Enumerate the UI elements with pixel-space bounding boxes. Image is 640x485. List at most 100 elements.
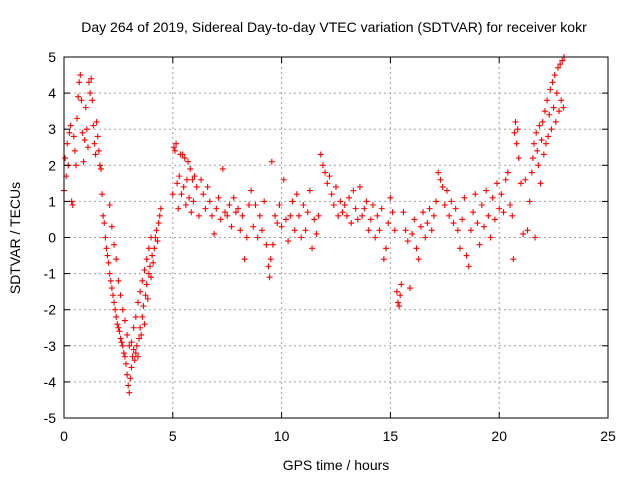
data-point: [219, 165, 226, 172]
data-point: [520, 230, 527, 237]
data-point: [548, 126, 555, 133]
data-point: [417, 223, 424, 230]
data-point: [552, 118, 559, 125]
data-point: [280, 176, 287, 183]
data-point: [132, 350, 139, 357]
data-point: [512, 118, 519, 125]
data-point: [514, 126, 521, 133]
data-point: [208, 212, 215, 219]
data-point: [106, 202, 113, 209]
data-point: [500, 209, 507, 216]
data-point: [127, 375, 134, 382]
data-point: [496, 205, 503, 212]
y-tick-label: 3: [48, 121, 56, 137]
data-point: [232, 209, 239, 216]
data-point: [365, 227, 372, 234]
data-point: [285, 238, 292, 245]
data-point: [430, 212, 437, 219]
data-point: [348, 220, 355, 227]
data-point: [539, 118, 546, 125]
data-point: [287, 212, 294, 219]
data-point: [498, 191, 505, 198]
data-point: [111, 241, 118, 248]
data-point: [144, 295, 151, 302]
data-point: [141, 266, 148, 273]
data-point: [266, 274, 273, 281]
data-point: [428, 227, 435, 234]
data-point: [372, 234, 379, 241]
data-point: [272, 212, 279, 219]
data-point: [393, 288, 400, 295]
data-point: [420, 209, 427, 216]
data-point: [441, 202, 448, 209]
data-point: [222, 209, 229, 216]
data-point: [145, 270, 152, 277]
data-point: [131, 357, 138, 364]
data-point: [133, 342, 140, 349]
data-point: [549, 79, 556, 86]
data-point: [313, 230, 320, 237]
data-point: [369, 202, 376, 209]
data-point: [118, 339, 125, 346]
data-point: [156, 212, 163, 219]
data-point: [252, 202, 259, 209]
data-point: [526, 198, 533, 205]
data-point: [328, 191, 335, 198]
data-point: [385, 220, 392, 227]
data-point: [538, 137, 545, 144]
data-point: [181, 155, 188, 162]
data-point: [553, 90, 560, 97]
data-point: [454, 227, 461, 234]
data-point: [213, 205, 220, 212]
data-point: [406, 285, 413, 292]
data-point: [138, 331, 145, 338]
data-point: [296, 212, 303, 219]
data-point: [112, 306, 119, 313]
data-point: [169, 191, 176, 198]
data-point: [230, 194, 237, 201]
x-tick-label: 20: [491, 428, 507, 444]
data-point: [354, 216, 361, 223]
data-point: [291, 227, 298, 234]
data-point: [77, 72, 84, 79]
data-point: [402, 227, 409, 234]
data-point: [91, 140, 98, 147]
data-point: [350, 187, 357, 194]
data-point: [121, 317, 128, 324]
data-point: [511, 129, 518, 136]
data-point: [187, 165, 194, 172]
data-point: [224, 212, 231, 219]
data-point: [276, 202, 283, 209]
data-point: [504, 169, 511, 176]
data-point: [452, 205, 459, 212]
data-point: [426, 205, 433, 212]
data-point: [62, 155, 69, 162]
y-axis-label: SDTVAR / TECUs: [7, 182, 23, 294]
data-point: [228, 223, 235, 230]
data-point: [335, 212, 342, 219]
data-point: [333, 183, 339, 190]
data-point: [536, 122, 543, 129]
data-point: [391, 227, 398, 234]
data-point: [559, 57, 566, 64]
data-point: [533, 129, 540, 136]
data-point: [81, 137, 88, 144]
data-point: [298, 234, 305, 241]
data-point: [289, 198, 296, 205]
data-point: [489, 194, 496, 201]
data-point: [108, 285, 115, 292]
data-point: [267, 256, 274, 263]
data-point: [128, 364, 135, 371]
data-point: [200, 191, 207, 198]
data-point: [134, 299, 141, 306]
data-point: [176, 173, 183, 180]
data-point: [532, 234, 539, 241]
data-point: [107, 277, 114, 284]
data-point: [125, 382, 132, 389]
data-point: [140, 303, 147, 310]
data-point: [507, 202, 514, 209]
data-point: [124, 371, 131, 378]
data-point: [189, 176, 196, 183]
data-point: [450, 220, 457, 227]
data-point: [80, 158, 87, 165]
